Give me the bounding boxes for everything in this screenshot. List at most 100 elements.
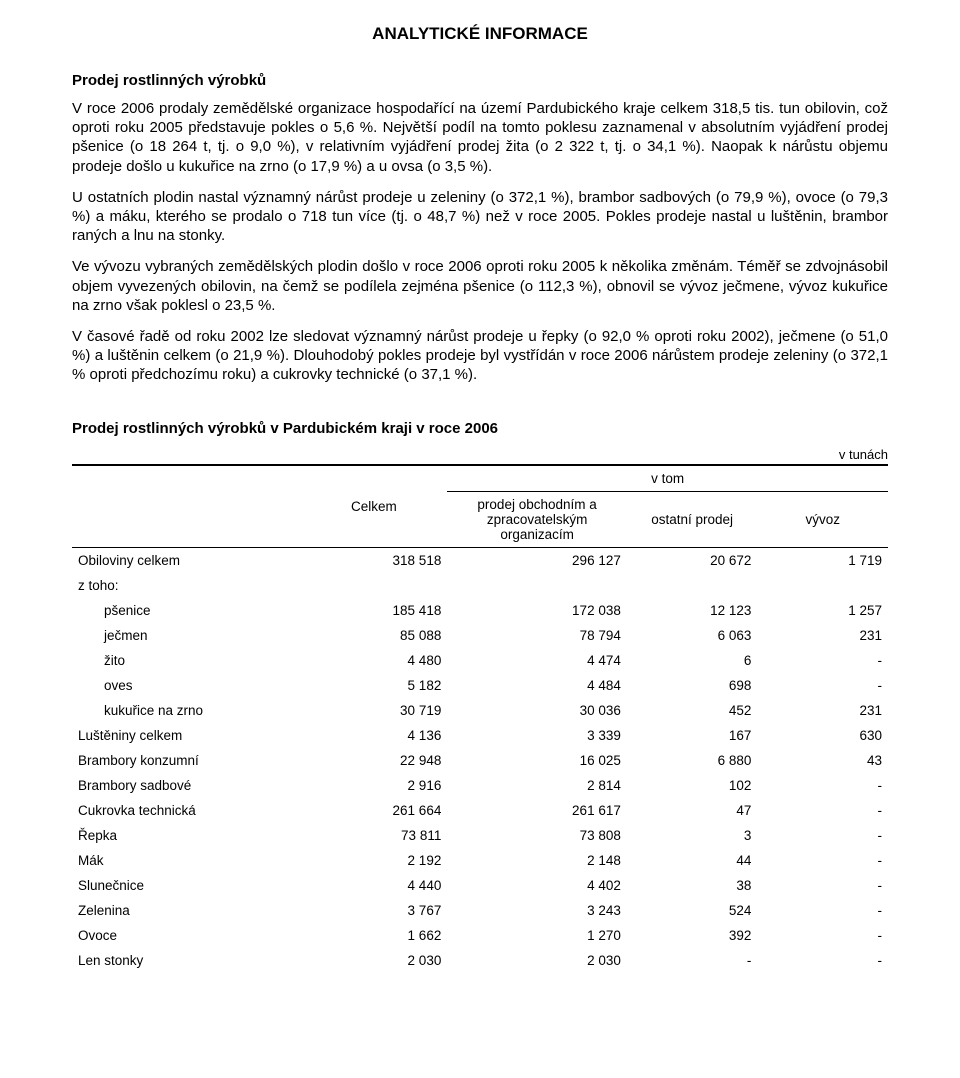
- cell: -: [757, 648, 888, 673]
- row-label: z toho:: [72, 573, 300, 598]
- th-celkem: Celkem: [300, 465, 447, 548]
- paragraph: V roce 2006 prodaly zemědělské organizac…: [72, 99, 888, 176]
- cell: 73 811: [300, 823, 447, 848]
- cell: 5 182: [300, 673, 447, 698]
- table-row: z toho:: [72, 573, 888, 598]
- cell: -: [757, 673, 888, 698]
- table-row: kukuřice na zrno30 71930 036452231: [72, 698, 888, 723]
- th-sub-1: ostatní prodej: [627, 492, 758, 548]
- row-label: Obiloviny celkem: [72, 548, 300, 574]
- document-title: ANALYTICKÉ INFORMACE: [72, 24, 888, 44]
- table-row: Ovoce1 6621 270392-: [72, 923, 888, 948]
- cell: 2 030: [300, 948, 447, 973]
- cell: 6: [627, 648, 758, 673]
- table-row: oves5 1824 484698-: [72, 673, 888, 698]
- row-label: ječmen: [72, 623, 300, 648]
- table-row: Brambory konzumní22 94816 0256 88043: [72, 748, 888, 773]
- paragraph: Ve vývozu vybraných zemědělských plodin …: [72, 257, 888, 315]
- row-label: žito: [72, 648, 300, 673]
- cell: 231: [757, 698, 888, 723]
- cell: 524: [627, 898, 758, 923]
- row-label: Cukrovka technická: [72, 798, 300, 823]
- table-row: pšenice185 418172 03812 1231 257: [72, 598, 888, 623]
- cell: 318 518: [300, 548, 447, 574]
- cell: -: [757, 773, 888, 798]
- cell: 3: [627, 823, 758, 848]
- cell: 4 474: [447, 648, 627, 673]
- cell: 3 339: [447, 723, 627, 748]
- row-label: oves: [72, 673, 300, 698]
- paragraph: V časové řadě od roku 2002 lze sledovat …: [72, 327, 888, 385]
- table-unit: v tunách: [72, 447, 888, 462]
- cell: 261 664: [300, 798, 447, 823]
- th-sub-2: vývoz: [757, 492, 888, 548]
- cell: -: [757, 848, 888, 873]
- table-row: žito4 4804 4746-: [72, 648, 888, 673]
- table-body: Obiloviny celkem318 518296 12720 6721 71…: [72, 548, 888, 974]
- cell: 2 916: [300, 773, 447, 798]
- cell: 4 440: [300, 873, 447, 898]
- cell: 20 672: [627, 548, 758, 574]
- cell: 22 948: [300, 748, 447, 773]
- table-row: Slunečnice4 4404 40238-: [72, 873, 888, 898]
- cell: 2 814: [447, 773, 627, 798]
- cell: 12 123: [627, 598, 758, 623]
- table-title: Prodej rostlinných výrobků v Pardubickém…: [72, 420, 888, 437]
- cell: 4 484: [447, 673, 627, 698]
- cell: [447, 573, 627, 598]
- cell: 6 880: [627, 748, 758, 773]
- th-vtom: v tom: [447, 465, 888, 492]
- row-label: pšenice: [72, 598, 300, 623]
- row-label: kukuřice na zrno: [72, 698, 300, 723]
- cell: -: [757, 923, 888, 948]
- paragraph: U ostatních plodin nastal významný nárůs…: [72, 188, 888, 246]
- cell: 3 243: [447, 898, 627, 923]
- cell: -: [757, 798, 888, 823]
- row-label: Ovoce: [72, 923, 300, 948]
- cell: 6 063: [627, 623, 758, 648]
- cell: 172 038: [447, 598, 627, 623]
- cell: [300, 573, 447, 598]
- cell: 43: [757, 748, 888, 773]
- cell: 296 127: [447, 548, 627, 574]
- table-row: ječmen85 08878 7946 063231: [72, 623, 888, 648]
- cell: 85 088: [300, 623, 447, 648]
- table-row: Řepka73 81173 8083-: [72, 823, 888, 848]
- data-table: Celkem v tom prodej obchodním a zpracova…: [72, 464, 888, 973]
- cell: 78 794: [447, 623, 627, 648]
- cell: 698: [627, 673, 758, 698]
- cell: 16 025: [447, 748, 627, 773]
- cell: 47: [627, 798, 758, 823]
- cell: 452: [627, 698, 758, 723]
- th-sub-0: prodej obchodním a zpracovatelským organ…: [447, 492, 627, 548]
- th-rowlabel: [72, 465, 300, 548]
- cell: 4 136: [300, 723, 447, 748]
- cell: 102: [627, 773, 758, 798]
- cell: 261 617: [447, 798, 627, 823]
- cell: 2 148: [447, 848, 627, 873]
- cell: 630: [757, 723, 888, 748]
- table-row: Brambory sadbové2 9162 814102-: [72, 773, 888, 798]
- row-label: Slunečnice: [72, 873, 300, 898]
- table-row: Obiloviny celkem318 518296 12720 6721 71…: [72, 548, 888, 574]
- cell: 392: [627, 923, 758, 948]
- cell: 2 192: [300, 848, 447, 873]
- row-label: Brambory sadbové: [72, 773, 300, 798]
- table-row: Zelenina3 7673 243524-: [72, 898, 888, 923]
- cell: 30 036: [447, 698, 627, 723]
- cell: 1 662: [300, 923, 447, 948]
- table-row: Luštěniny celkem4 1363 339167630: [72, 723, 888, 748]
- cell: 1 257: [757, 598, 888, 623]
- cell: 231: [757, 623, 888, 648]
- cell: -: [757, 823, 888, 848]
- table-row: Len stonky2 0302 030--: [72, 948, 888, 973]
- page: ANALYTICKÉ INFORMACE Prodej rostlinných …: [0, 0, 960, 1013]
- cell: 44: [627, 848, 758, 873]
- cell: 4 480: [300, 648, 447, 673]
- section-title: Prodej rostlinných výrobků: [72, 72, 888, 89]
- row-label: Mák: [72, 848, 300, 873]
- cell: [627, 573, 758, 598]
- row-label: Řepka: [72, 823, 300, 848]
- row-label: Luštěniny celkem: [72, 723, 300, 748]
- cell: -: [757, 948, 888, 973]
